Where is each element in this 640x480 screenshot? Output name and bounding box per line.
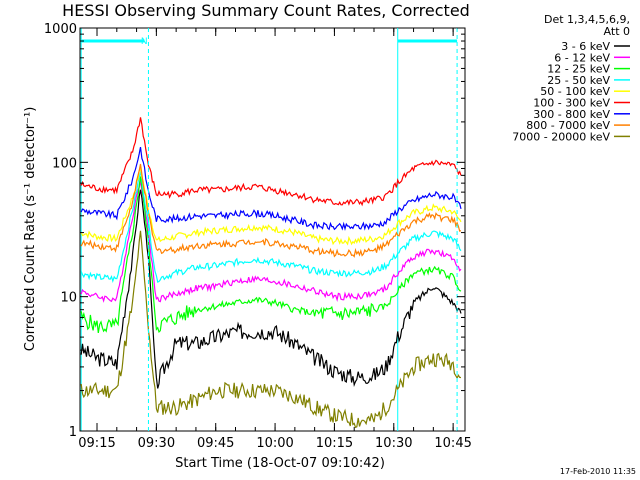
y-tick-label: 100 [52, 156, 77, 171]
y-tick-label: 10 [60, 291, 77, 306]
legend-entry-label: 800 - 7000 keV [526, 119, 610, 132]
x-tick-label: 10:30 [375, 436, 412, 451]
x-axis: 09:15 09:30 09:45 10:00 10:15 10:30 10:45 [78, 28, 472, 451]
legend-entry-label: 12 - 25 keV [547, 63, 610, 76]
legend-entry-label: 3 - 6 keV [561, 40, 610, 53]
night-intervals: N [80, 28, 458, 431]
generated-timestamp: 17-Feb-2010 11:35 [560, 467, 636, 476]
series-line [80, 189, 462, 389]
legend-entry-label: 50 - 100 keV [540, 85, 610, 98]
y-axis: 1 10 100 1000 [44, 22, 465, 440]
legend-entry-label: 25 - 50 keV [547, 74, 610, 87]
y-tick-label: 1000 [44, 22, 77, 37]
series-line [80, 176, 462, 333]
x-tick-label: 09:15 [78, 436, 115, 451]
y-tick-label: 1 [69, 425, 77, 440]
data-series [80, 117, 462, 429]
series-line [80, 230, 462, 429]
x-tick-label: 10:00 [256, 436, 293, 451]
night-interval-label: N [141, 37, 148, 47]
x-tick-label: 09:30 [138, 436, 175, 451]
x-tick-label: 10:15 [316, 436, 353, 451]
legend-entry-label: 100 - 300 keV [533, 97, 610, 110]
y-axis-label: Corrected Count Rate (s⁻¹ detector⁻¹) [23, 107, 38, 352]
legend-entry-label: 7000 - 20000 keV [512, 130, 610, 143]
series-line [80, 146, 462, 231]
x-tick-label: 09:45 [197, 436, 234, 451]
series-line [80, 117, 462, 207]
plot-frame [79, 27, 466, 432]
legend-header-line-2: Att 0 [604, 25, 630, 38]
series-line [80, 180, 462, 303]
series-line [80, 170, 462, 283]
x-tick-label: 10:45 [434, 436, 471, 451]
chart-title: HESSI Observing Summary Count Rates, Cor… [62, 1, 470, 20]
series-line [80, 163, 462, 258]
legend-header-line-1: Det 1,3,4,5,6,9, [544, 13, 630, 26]
x-axis-label: Start Time (18-Oct-07 09:10:42) [175, 456, 385, 471]
legend-entry-label: 300 - 800 keV [533, 108, 610, 121]
legend-entry-label: 6 - 12 keV [554, 51, 610, 64]
